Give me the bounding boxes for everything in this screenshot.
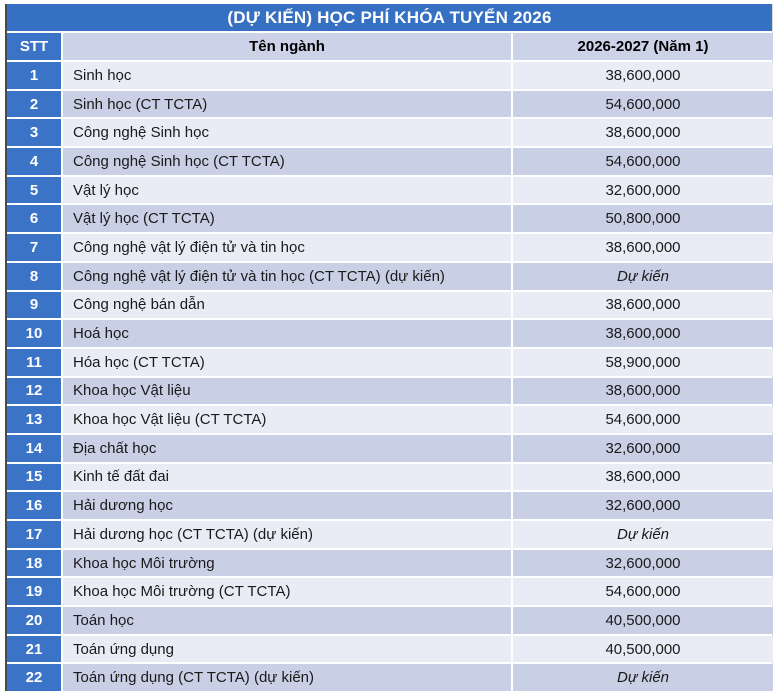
tuition-value-cell: Dự kiến [513,521,773,548]
program-name-cell: Công nghệ vật lý điện tử và tin học (CT … [63,262,511,290]
tuition-value-cell: 38,600,000 [513,291,773,319]
table-row: 12 Khoa học Vật liệu 38,600,000 [7,377,773,405]
table-row: 19 Khoa học Môi trường (CT TCTA) 54,600,… [7,578,773,606]
row-number-cell: 9 [7,291,61,319]
tuition-value-cell: 54,600,000 [513,148,773,175]
row-number-cell: 20 [7,607,61,634]
table-header-row: STT Tên ngành 2026-2027 (Năm 1) [7,33,773,60]
column-header-stt: STT [7,33,61,60]
row-number-cell: 8 [7,262,61,290]
row-number-cell: 17 [7,521,61,548]
row-number-cell: 19 [7,578,61,606]
tuition-value-cell: 32,600,000 [513,492,773,519]
table-row: 8 Công nghệ vật lý điện tử và tin học (C… [7,262,773,290]
row-number-cell: 16 [7,492,61,519]
table-body: 1 Sinh học 38,600,000 2 Sinh học (CT TCT… [7,62,773,692]
tuition-value-cell: 32,600,000 [513,549,773,577]
row-number-cell: 5 [7,176,61,204]
table-row: 18 Khoa học Môi trường 32,600,000 [7,549,773,577]
tuition-value-cell: 40,500,000 [513,635,773,663]
table-row: 14 Địa chất học 32,600,000 [7,434,773,462]
tuition-value-cell: 38,600,000 [513,119,773,147]
table-row: 13 Khoa học Vật liệu (CT TCTA) 54,600,00… [7,406,773,433]
row-number-cell: 11 [7,348,61,376]
table-row: 6 Vật lý học (CT TCTA) 50,800,000 [7,205,773,233]
table-row: 9 Công nghệ bán dẫn 38,600,000 [7,291,773,319]
row-number-cell: 13 [7,406,61,433]
program-name-cell: Sinh học (CT TCTA) [63,90,511,118]
tuition-value-cell: 38,600,000 [513,234,773,261]
row-number-cell: 4 [7,148,61,175]
tuition-value-cell: 38,600,000 [513,62,773,89]
table-row: 2 Sinh học (CT TCTA) 54,600,000 [7,90,773,118]
row-number-cell: 6 [7,205,61,233]
table-row: 17 Hải dương học (CT TCTA) (dự kiến) Dự … [7,521,773,548]
table-row: 20 Toán học 40,500,000 [7,607,773,634]
tuition-value-cell: 54,600,000 [513,90,773,118]
tuition-value-cell: Dự kiến [513,664,773,692]
program-name-cell: Hải dương học (CT TCTA) (dự kiến) [63,521,511,548]
table-row: 1 Sinh học 38,600,000 [7,62,773,89]
tuition-value-cell: 32,600,000 [513,434,773,462]
row-number-cell: 12 [7,377,61,405]
program-name-cell: Khoa học Vật liệu [63,377,511,405]
program-name-cell: Vật lý học (CT TCTA) [63,205,511,233]
row-number-cell: 21 [7,635,61,663]
table-row: 3 Công nghệ Sinh học 38,600,000 [7,119,773,147]
tuition-value-cell: 38,600,000 [513,463,773,491]
tuition-value-cell: Dự kiến [513,262,773,290]
row-number-cell: 7 [7,234,61,261]
program-name-cell: Công nghệ vật lý điện tử và tin học [63,234,511,261]
table-row: 22 Toán ứng dụng (CT TCTA) (dự kiến) Dự … [7,664,773,692]
tuition-value-cell: 58,900,000 [513,348,773,376]
program-name-cell: Vật lý học [63,176,511,204]
row-number-cell: 14 [7,434,61,462]
row-number-cell: 2 [7,90,61,118]
program-name-cell: Hóa học (CT TCTA) [63,348,511,376]
row-number-cell: 10 [7,320,61,347]
program-name-cell: Toán ứng dụng [63,635,511,663]
tuition-value-cell: 40,500,000 [513,607,773,634]
program-name-cell: Công nghệ Sinh học (CT TCTA) [63,148,511,175]
program-name-cell: Hoá học [63,320,511,347]
row-number-cell: 18 [7,549,61,577]
tuition-table: (DỰ KIẾN) HỌC PHÍ KHÓA TUYỂN 2026 STT Tê… [5,4,773,692]
table-title: (DỰ KIẾN) HỌC PHÍ KHÓA TUYỂN 2026 [7,4,772,31]
table-row: 10 Hoá học 38,600,000 [7,320,773,347]
table-row: 16 Hải dương học 32,600,000 [7,492,773,519]
tuition-value-cell: 50,800,000 [513,205,773,233]
tuition-value-cell: 54,600,000 [513,406,773,433]
table-row: 7 Công nghệ vật lý điện tử và tin học 38… [7,234,773,261]
row-number-cell: 1 [7,62,61,89]
tuition-value-cell: 38,600,000 [513,377,773,405]
program-name-cell: Sinh học [63,62,511,89]
table-row: 4 Công nghệ Sinh học (CT TCTA) 54,600,00… [7,148,773,175]
program-name-cell: Hải dương học [63,492,511,519]
program-name-cell: Toán học [63,607,511,634]
table-row: 15 Kinh tế đất đai 38,600,000 [7,463,773,491]
program-name-cell: Địa chất học [63,434,511,462]
table-row: 11 Hóa học (CT TCTA) 58,900,000 [7,348,773,376]
tuition-value-cell: 32,600,000 [513,176,773,204]
tuition-value-cell: 54,600,000 [513,578,773,606]
column-header-program-name: Tên ngành [63,33,511,60]
program-name-cell: Công nghệ bán dẫn [63,291,511,319]
row-number-cell: 22 [7,664,61,692]
row-number-cell: 15 [7,463,61,491]
table-row: 5 Vật lý học 32,600,000 [7,176,773,204]
program-name-cell: Khoa học Vật liệu (CT TCTA) [63,406,511,433]
program-name-cell: Toán ứng dụng (CT TCTA) (dự kiến) [63,664,511,692]
program-name-cell: Khoa học Môi trường (CT TCTA) [63,578,511,606]
tuition-value-cell: 38,600,000 [513,320,773,347]
program-name-cell: Kinh tế đất đai [63,463,511,491]
table-row: 21 Toán ứng dụng 40,500,000 [7,635,773,663]
program-name-cell: Khoa học Môi trường [63,549,511,577]
column-header-year1-fee: 2026-2027 (Năm 1) [513,33,773,60]
row-number-cell: 3 [7,119,61,147]
program-name-cell: Công nghệ Sinh học [63,119,511,147]
